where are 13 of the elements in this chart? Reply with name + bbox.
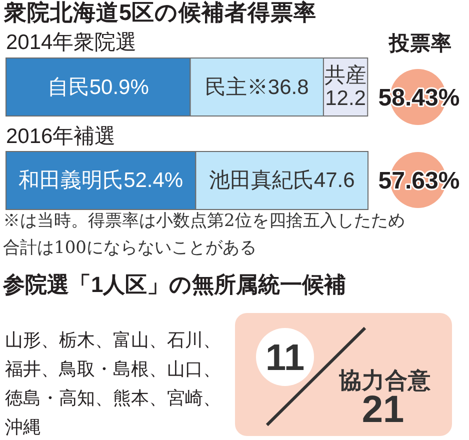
data-label: 民主※36.8 — [190, 58, 324, 116]
chart-title: 衆院北海道5区の候補者得票率 — [4, 0, 317, 26]
data-label: 和田義明氏52.4% — [6, 152, 196, 210]
text: 投票率 — [388, 32, 453, 56]
text: 11 — [265, 337, 305, 378]
data-label: 自民50.9% — [6, 58, 190, 116]
y-tick-label: 2016年補選 — [6, 124, 116, 150]
data-label: 池田真紀氏47.6 — [196, 152, 368, 210]
data-label: 共産12.2 — [323, 58, 368, 116]
text: 参院選「1人区」の無所属統一候補 — [3, 272, 346, 298]
text: 山形、栃木、富山、石川、福井、鳥取・島根、山口、徳島・高知、熊本、宮崎、沖縄 — [5, 328, 222, 438]
y-tick-label: 2014年衆院選 — [6, 30, 137, 56]
text: ※は当時。得票率は小数点第2位を四捨五入したため合計は100にならないことがある — [3, 210, 406, 260]
